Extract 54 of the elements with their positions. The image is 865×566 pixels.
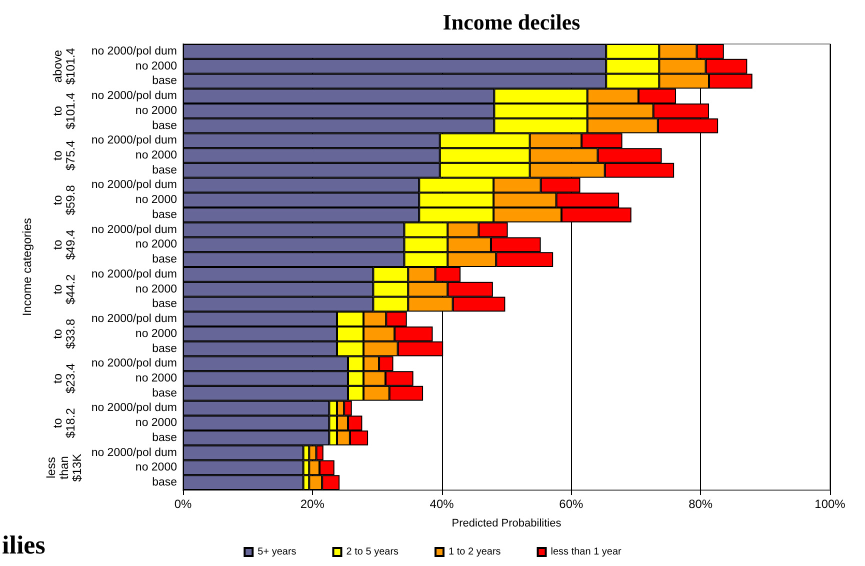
x-tick-label: 80% (688, 497, 713, 511)
x-tick-label: 100% (814, 497, 846, 511)
y-axis-title: Income categories (20, 218, 34, 316)
y-tick-label: base (152, 208, 177, 221)
y-tick-label: base (152, 476, 177, 489)
text: to $49.4 (50, 229, 78, 260)
text: to $18.2 (50, 408, 78, 438)
text: less than $13K (44, 454, 84, 482)
y-tick-label: no 2000 (135, 328, 177, 340)
y-tick-label: no 2000 (135, 194, 177, 206)
y-tick-label: no 2000/pol dum (91, 268, 177, 280)
text: ilies (2, 530, 46, 560)
y-tick-label: base (152, 387, 177, 400)
y-tick-label: no 2000 (135, 417, 177, 430)
y-tick-label: no 2000/pol dum (91, 45, 177, 58)
text: to $44.2 (50, 274, 78, 304)
y-tick-label: base (152, 298, 177, 310)
y-tick-label: base (152, 254, 177, 266)
text: to $75.4 (50, 140, 78, 171)
text: to $23.4 (50, 363, 78, 394)
y-tick-label: no 2000/pol dum (91, 179, 177, 192)
text: to $33.8 (50, 318, 78, 349)
y-tick-label: base (152, 342, 177, 355)
legend-label: less than 1 year (550, 546, 622, 558)
y-tick-label: no 2000 (135, 283, 177, 296)
x-axis-title: Predicted Probabilities (452, 518, 562, 530)
legend-label: 1 to 2 years (448, 546, 501, 558)
y-tick-label: no 2000 (135, 372, 177, 384)
y-tick-label: no 2000/pol dum (91, 134, 177, 147)
y-tick-label: no 2000/pol dum (91, 446, 177, 459)
y-tick-label: no 2000/pol dum (91, 313, 177, 326)
y-tick-label: no 2000/pol dum (91, 402, 177, 414)
y-tick-label: no 2000/pol dum (91, 358, 177, 370)
y-tick-label: no 2000 (135, 104, 177, 117)
y-tick-label: no 2000 (135, 238, 177, 251)
x-tick-label: 20% (300, 497, 325, 511)
y-tick-label: no 2000/pol dum (91, 224, 177, 236)
x-tick-label: 40% (430, 497, 454, 511)
text: to $101.4 (50, 92, 78, 130)
y-tick-label: base (152, 164, 177, 176)
y-tick-label: no 2000 (135, 150, 177, 162)
legend-label: 2 to 5 years (346, 546, 399, 558)
text: to $59.8 (50, 184, 78, 216)
y-tick-label: base (152, 432, 177, 444)
y-tick-label: base (152, 120, 177, 132)
y-tick-label: base (152, 75, 177, 88)
chart-title: Income deciles (442, 10, 581, 34)
y-tick-label: no 2000 (135, 462, 177, 474)
y-tick-label: no 2000 (135, 60, 177, 72)
y-tick-label: no 2000/pol dum (91, 90, 177, 102)
legend-label: 5+ years (258, 546, 296, 558)
x-tick-label: 0% (174, 497, 192, 511)
text: above $101.4 (50, 48, 78, 85)
x-tick-label: 60% (559, 497, 584, 511)
